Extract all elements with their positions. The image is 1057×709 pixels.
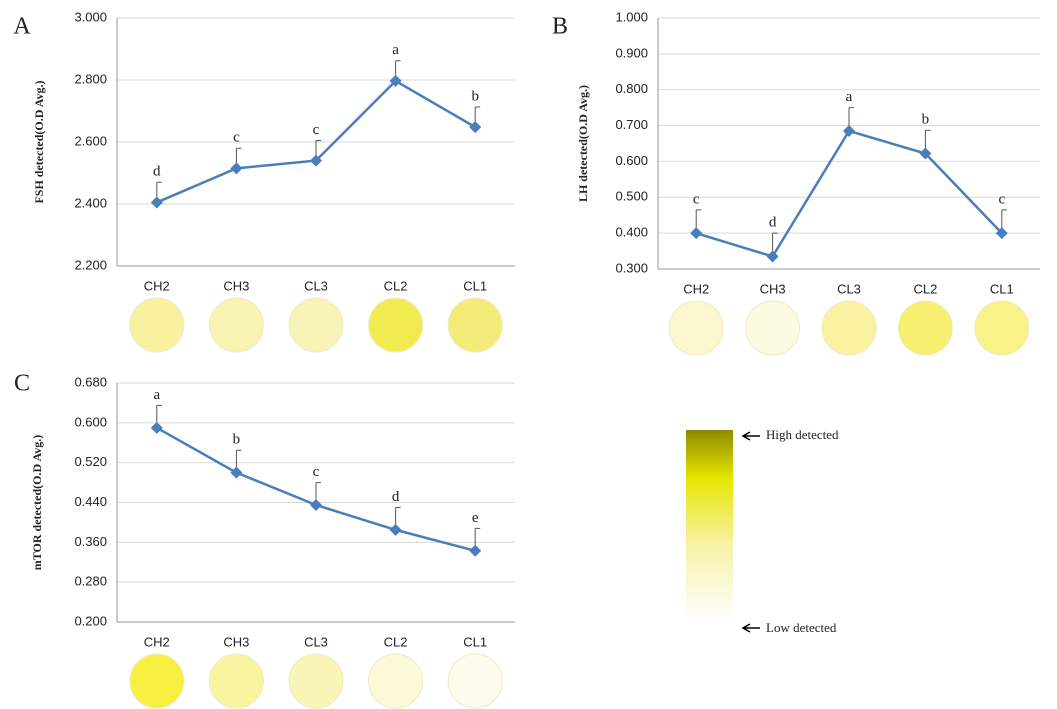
color-scale-bar bbox=[686, 430, 733, 622]
x-tick-label: CL1 bbox=[463, 634, 487, 649]
significance-label: e bbox=[472, 510, 479, 526]
scale-low-label: Low detected bbox=[766, 620, 837, 635]
data-point bbox=[469, 545, 481, 557]
y-axis-title: mTOR detected(O.D Avg.) bbox=[30, 435, 44, 571]
sample-well bbox=[975, 301, 1029, 355]
sample-well bbox=[898, 301, 952, 355]
y-tick-label: 0.400 bbox=[615, 225, 648, 240]
data-point bbox=[767, 250, 779, 262]
x-tick-label: CL2 bbox=[913, 281, 937, 296]
significance-label: a bbox=[153, 387, 160, 403]
data-line bbox=[696, 131, 1002, 257]
significance-label: d bbox=[769, 215, 777, 231]
y-tick-label: 2.400 bbox=[74, 195, 107, 210]
y-tick-label: 0.280 bbox=[74, 574, 107, 589]
y-tick-label: 0.300 bbox=[615, 260, 648, 275]
scale-high-label: High detected bbox=[766, 427, 839, 442]
significance-label: a bbox=[846, 89, 853, 105]
data-point bbox=[230, 467, 242, 479]
panel-label: C bbox=[14, 371, 30, 397]
sample-well bbox=[130, 298, 184, 352]
y-tick-label: 0.600 bbox=[615, 153, 648, 168]
y-axis-title: FSH detected(O.D Avg.) bbox=[32, 80, 46, 203]
sample-well bbox=[448, 298, 502, 352]
figure: High detected Low detected A FSH detected… bbox=[0, 0, 1057, 709]
y-tick-label: 3.000 bbox=[74, 9, 107, 24]
y-tick-label: 1.000 bbox=[615, 9, 648, 24]
significance-label: a bbox=[392, 42, 399, 58]
arrow bbox=[743, 432, 760, 440]
significance-label: d bbox=[392, 489, 400, 505]
x-tick-label: CH2 bbox=[683, 281, 709, 296]
x-tick-label: CL3 bbox=[304, 634, 328, 649]
data-point bbox=[230, 162, 242, 174]
sample-well bbox=[289, 654, 343, 708]
data-point bbox=[390, 524, 402, 536]
panel-label: A bbox=[13, 14, 31, 40]
x-tick-label: CL3 bbox=[304, 278, 328, 293]
significance-label: c bbox=[998, 191, 1005, 207]
y-tick-label: 0.500 bbox=[615, 189, 648, 204]
y-tick-label: 2.200 bbox=[74, 257, 107, 272]
x-tick-label: CL3 bbox=[837, 281, 861, 296]
panel-label: B bbox=[552, 14, 568, 40]
x-tick-label: CL1 bbox=[463, 278, 487, 293]
y-tick-label: 0.600 bbox=[74, 414, 107, 429]
sample-well bbox=[130, 654, 184, 708]
data-point bbox=[310, 499, 322, 511]
x-tick-label: CH2 bbox=[144, 278, 170, 293]
y-tick-label: 0.520 bbox=[74, 454, 107, 469]
y-tick-label: 0.800 bbox=[615, 81, 648, 96]
y-tick-label: 2.600 bbox=[74, 133, 107, 148]
x-tick-label: CH3 bbox=[760, 281, 786, 296]
x-tick-label: CL2 bbox=[384, 634, 408, 649]
significance-label: c bbox=[233, 130, 240, 146]
sample-well bbox=[448, 654, 502, 708]
y-tick-label: 2.800 bbox=[74, 71, 107, 86]
significance-label: c bbox=[313, 464, 320, 480]
data-point bbox=[690, 227, 702, 239]
y-tick-label: 0.900 bbox=[615, 45, 648, 60]
y-tick-label: 0.200 bbox=[74, 613, 107, 628]
x-tick-label: CL2 bbox=[384, 278, 408, 293]
sample-well bbox=[209, 654, 263, 708]
x-tick-label: CH3 bbox=[223, 278, 249, 293]
sample-well bbox=[209, 298, 263, 352]
y-tick-label: 0.440 bbox=[74, 494, 107, 509]
significance-label: c bbox=[313, 122, 320, 138]
y-tick-label: 0.360 bbox=[74, 534, 107, 549]
arrow bbox=[743, 624, 760, 632]
data-point bbox=[469, 121, 481, 133]
data-point bbox=[151, 196, 163, 208]
y-tick-label: 0.680 bbox=[74, 374, 107, 389]
data-point bbox=[151, 422, 163, 434]
sample-well bbox=[746, 301, 800, 355]
significance-label: c bbox=[693, 191, 700, 207]
x-tick-label: CH3 bbox=[223, 634, 249, 649]
sample-well bbox=[669, 301, 723, 355]
sample-well bbox=[822, 301, 876, 355]
significance-label: b bbox=[233, 432, 241, 448]
data-point bbox=[843, 125, 855, 137]
y-axis-title: LH detected(O.D Avg.) bbox=[576, 85, 590, 202]
significance-label: b bbox=[471, 88, 479, 104]
sample-well bbox=[369, 654, 423, 708]
x-tick-label: CH2 bbox=[144, 634, 170, 649]
significance-label: d bbox=[153, 164, 161, 180]
x-tick-label: CL1 bbox=[990, 281, 1014, 296]
significance-label: b bbox=[922, 112, 930, 128]
y-tick-label: 0.700 bbox=[615, 117, 648, 132]
sample-well bbox=[369, 298, 423, 352]
sample-well bbox=[289, 298, 343, 352]
